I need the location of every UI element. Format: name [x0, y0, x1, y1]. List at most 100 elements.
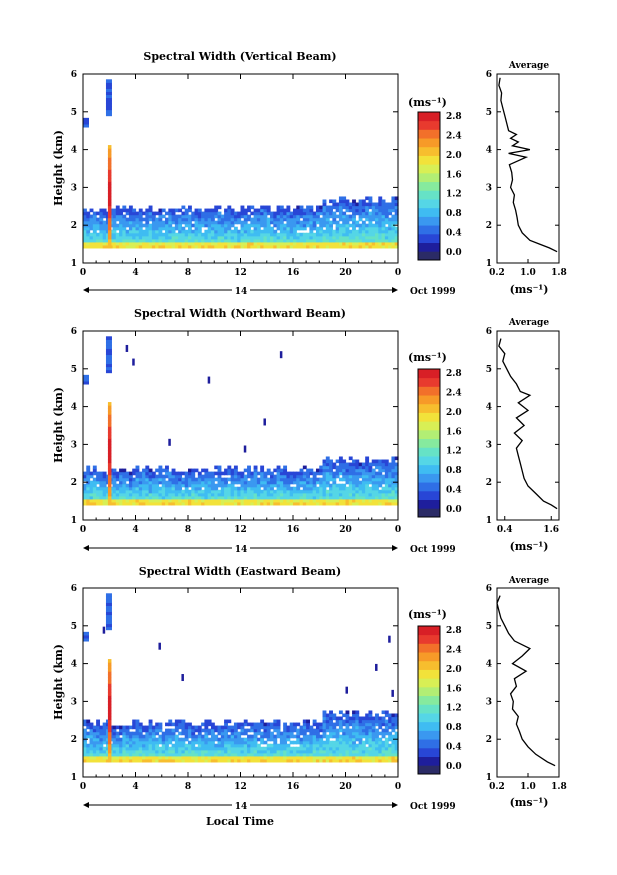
heatmap-cell — [250, 725, 255, 730]
heatmap-cell — [299, 211, 304, 216]
heatmap-cell — [243, 740, 248, 745]
heatmap-cell — [263, 752, 268, 757]
heatmap-cell — [253, 722, 258, 727]
heatmap-cell — [375, 663, 378, 671]
heatmap-cell — [168, 722, 173, 727]
heatmap-cell — [207, 722, 212, 727]
heatmap-cell — [197, 235, 202, 240]
heatmap-cell — [83, 731, 87, 736]
heatmap-cell — [125, 474, 130, 479]
heatmap-cell — [286, 211, 291, 216]
heatmap-cell — [325, 471, 330, 476]
heatmap-cell — [237, 232, 242, 237]
heatmap-cell — [378, 202, 383, 207]
heatmap-cell — [306, 474, 311, 479]
heatmap-cell — [388, 737, 393, 742]
heatmap-cell — [260, 492, 265, 497]
heatmap-cell — [135, 749, 140, 754]
heatmap-cell — [279, 486, 284, 491]
heatmap-cell — [165, 220, 169, 225]
y-tick-label: 6 — [71, 70, 77, 80]
heatmap-cell — [224, 501, 228, 506]
heatmap-cell — [319, 205, 324, 210]
heatmap-cell — [107, 462, 112, 467]
heatmap-cell — [276, 731, 281, 736]
heatmap-cell — [220, 743, 225, 748]
heatmap-cell — [296, 740, 301, 745]
profile-x-tick-label: 1.0 — [520, 268, 536, 278]
heatmap-cell — [273, 217, 278, 222]
heatmap-cell — [230, 758, 235, 763]
heatmap-cell — [361, 232, 366, 237]
heatmap-cell — [286, 734, 291, 739]
heatmap-cell — [115, 758, 120, 763]
heatmap-cell — [145, 232, 150, 237]
heatmap-cell — [207, 758, 212, 763]
heatmap-cell — [266, 235, 271, 240]
heatmap-cell — [296, 755, 301, 760]
heatmap-cell — [237, 725, 242, 730]
heatmap-cell — [361, 202, 366, 207]
colorbar-swatch — [418, 369, 440, 379]
heatmap-cell — [384, 740, 389, 745]
heatmap-cell — [115, 483, 120, 488]
heatmap-cell — [240, 498, 245, 503]
heatmap-cell — [128, 241, 133, 246]
heatmap-cell — [260, 483, 265, 488]
heatmap-cell — [210, 241, 215, 246]
heatmap-cell — [217, 220, 222, 225]
y-tick-label: 6 — [71, 327, 77, 337]
heatmap-cell — [142, 495, 146, 500]
heatmap-cell — [243, 235, 248, 240]
heatmap-cell — [250, 734, 255, 739]
heatmap-cell — [105, 211, 110, 216]
heatmap-cell — [250, 758, 255, 763]
heatmap-cell — [394, 498, 399, 503]
heatmap-cell — [207, 719, 212, 724]
heatmap-cell — [168, 217, 173, 222]
heatmap-cell — [243, 489, 248, 494]
heatmap-cell — [253, 725, 258, 730]
heatmap-cell — [158, 725, 163, 730]
heatmap-cell — [165, 495, 169, 500]
heatmap-cell — [204, 244, 209, 249]
heatmap-cell — [132, 752, 137, 757]
heatmap-cell — [243, 208, 248, 213]
heatmap-cell — [148, 235, 153, 240]
heatmap-cell — [214, 238, 219, 243]
heatmap-cell — [194, 752, 199, 757]
heatmap-cell — [92, 758, 97, 763]
heatmap-cell — [394, 495, 399, 500]
heatmap-cell — [122, 238, 127, 243]
heatmap-cell — [260, 229, 265, 234]
heatmap-cell — [240, 755, 245, 760]
heatmap-cell — [210, 235, 215, 240]
heatmap-cell — [319, 235, 324, 240]
heatmap-cell — [361, 205, 366, 210]
heatmap-cell — [171, 217, 176, 222]
heatmap-cell — [168, 758, 173, 763]
heatmap-cell — [107, 220, 112, 225]
heatmap-cell — [214, 244, 219, 249]
heatmap-cell — [233, 232, 238, 237]
heatmap-cell — [253, 731, 258, 736]
colorbar-swatch — [418, 129, 440, 139]
heatmap-cell — [105, 226, 110, 231]
heatmap-cell — [83, 244, 87, 249]
heatmap-cell — [135, 477, 140, 482]
heatmap-cell — [319, 492, 324, 497]
heatmap-cell — [96, 480, 101, 485]
heatmap-cell — [325, 737, 330, 742]
heatmap-cell — [125, 344, 129, 352]
heatmap-cell — [381, 211, 386, 216]
heatmap-cell — [371, 229, 376, 234]
heatmap-cell — [250, 489, 255, 494]
heatmap-cell — [102, 722, 107, 727]
heatmap-cell — [270, 486, 274, 491]
heatmap-cell — [217, 492, 222, 497]
heatmap-cell — [394, 465, 399, 470]
heatmap-cell — [381, 202, 386, 207]
heatmap-cell — [345, 755, 350, 760]
heatmap-cell — [315, 477, 320, 482]
heatmap-cell — [345, 241, 350, 246]
